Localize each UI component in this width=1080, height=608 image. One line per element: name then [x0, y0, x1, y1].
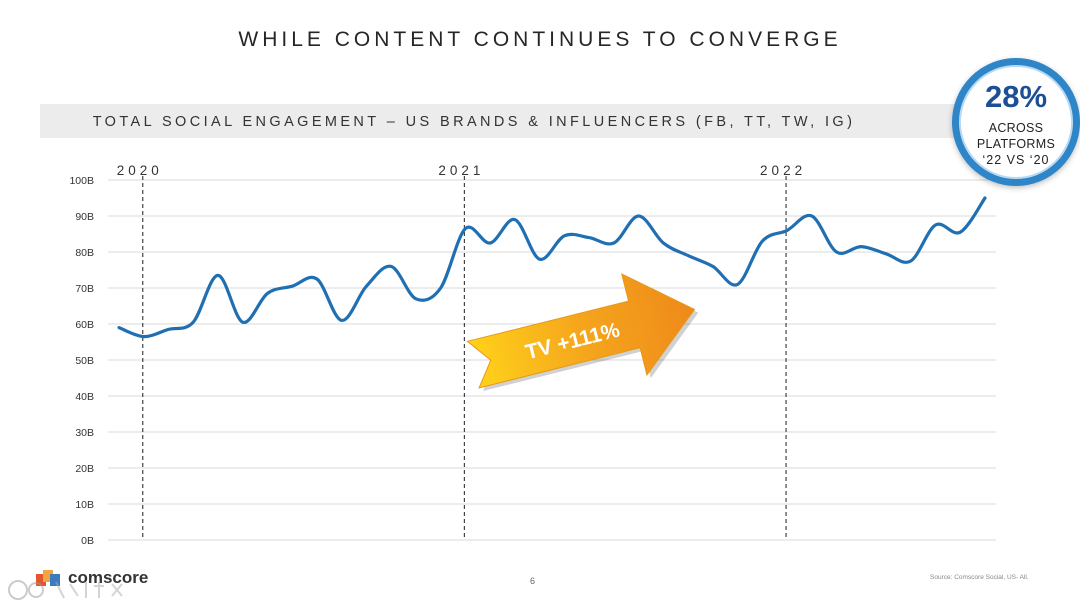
y-tick-label: 0B: [81, 535, 94, 547]
engagement-series: [117, 196, 987, 339]
y-tick-label: 30B: [75, 427, 94, 439]
tv-arrow: TV +111%: [466, 273, 699, 392]
comscore-logo: comscore: [36, 568, 168, 590]
source-note: Source: Comscore Social, US- All.: [930, 574, 1029, 581]
badge-percent: 28%: [984, 79, 1048, 114]
year-markers: 2020 2021 2022: [117, 163, 806, 540]
year-label: 2021: [438, 163, 484, 178]
tv-arrow-body: [466, 273, 696, 389]
y-tick-label: 70B: [75, 283, 94, 295]
page-number: 6: [530, 576, 536, 586]
tv-growth-arrow: TV +111%: [466, 273, 699, 392]
y-tick-label: 20B: [75, 463, 94, 475]
y-tick-label: 60B: [75, 319, 94, 331]
chart-title: TOTAL SOCIAL ENGAGEMENT – US BRANDS & IN…: [92, 114, 856, 130]
y-tick-label: 80B: [75, 247, 94, 259]
badge-line-1: ACROSS: [988, 121, 1044, 135]
logo-text: comscore: [68, 568, 149, 587]
chart-title-banner: TOTAL SOCIAL ENGAGEMENT – US BRANDS & IN…: [40, 104, 1000, 138]
slide-title: WHILE CONTENT CONTINUES TO CONVERGE: [238, 28, 842, 51]
y-axis-ticks: 0B 10B 20B 30B 40B 50B 60B 70B 80B 90B 100B: [69, 175, 94, 547]
y-tick-label: 50B: [75, 355, 94, 367]
badge-line-3: ‘22 VS ‘20: [982, 153, 1050, 167]
watermark-icon: [8, 580, 123, 600]
series-line: [117, 196, 987, 339]
y-tick-label: 10B: [75, 499, 94, 511]
badge-line-2: PLATFORMS: [976, 137, 1056, 151]
year-label: 2022: [760, 163, 806, 178]
growth-badge: 28% ACROSS PLATFORMS ‘22 VS ‘20: [952, 58, 1080, 186]
comscore-logo-mark-icon: [36, 570, 60, 586]
y-tick-label: 90B: [75, 211, 94, 223]
y-tick-label: 40B: [75, 391, 94, 403]
y-tick-label: 100B: [69, 175, 94, 187]
year-label: 2020: [117, 163, 163, 178]
